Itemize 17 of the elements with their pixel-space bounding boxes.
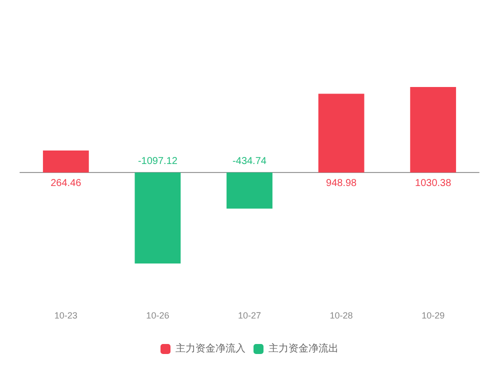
x-tick-label: 10-28	[330, 310, 353, 320]
data-label: 948.98	[326, 178, 358, 189]
data-label: -434.74	[232, 156, 267, 167]
legend-label: 主力资金净流入	[176, 342, 246, 354]
data-label: -1097.12	[138, 156, 178, 167]
x-tick-label: 10-29	[422, 310, 445, 320]
x-tick-label: 10-23	[54, 310, 78, 320]
legend-label: 主力资金净流出	[268, 342, 338, 354]
data-label: 1030.38	[415, 178, 452, 189]
bar	[226, 172, 272, 209]
bar	[318, 94, 364, 172]
bar	[134, 172, 181, 264]
data-label: 264.46	[50, 178, 82, 189]
x-tick-label: 10-26	[146, 310, 170, 320]
x-tick-label: 10-27	[238, 310, 262, 320]
bar	[410, 86, 456, 172]
bar	[42, 150, 89, 172]
